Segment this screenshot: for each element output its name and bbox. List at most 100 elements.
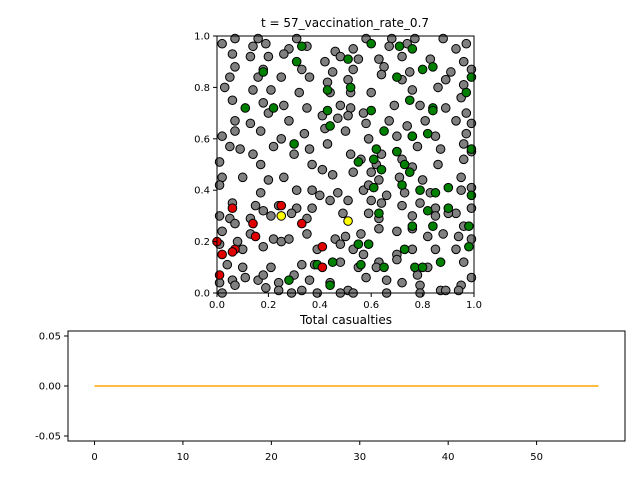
scatter-point-gray [389,100,400,111]
scatter-point-gray [461,128,472,139]
x-tick-label: 20 [265,452,278,463]
scatter-point-green [379,262,389,273]
scatter-point-green [464,241,474,252]
scatter-point-gray [456,185,466,195]
scatter-point-gray [299,128,310,139]
scatter-point-gray [304,144,315,154]
scatter-point-gray [307,185,317,195]
scatter-point-gray [240,272,251,283]
x-tick-label: 0.6 [363,300,379,311]
scatter-point-green [417,64,428,75]
scatter-point-gray [250,200,261,211]
scatter-point-gray [284,234,294,244]
scatter-point-gray [261,283,271,293]
y-tick-label: 0.05 [39,332,61,343]
scatter-point-gray [451,244,461,255]
scatter-point-green [366,38,377,49]
scatter-point-gray [235,144,245,154]
scatter-point-gray [217,38,227,49]
scatter-point-gray [446,67,456,77]
scatter-point-gray [415,198,425,208]
scatter-point-gray [266,211,276,221]
scatter-point-gray [217,131,227,142]
scatter-point-gray [343,195,353,206]
y-tick-label: -0.05 [35,432,61,443]
scatter-point-green [356,259,366,270]
scatter-point-gray [258,241,269,252]
scatter-point-gray [332,113,343,124]
scatter-axes-frame [216,35,475,294]
scatter-point-gray [407,85,418,95]
scatter-point-gray [315,190,325,201]
scatter-point-gray [438,229,448,239]
scatter-point-gray [366,167,377,178]
scatter-point-green [379,126,389,136]
scatter-point-gray [263,175,274,185]
scatter-point-gray [456,172,466,183]
scatter-point-gray [225,141,235,152]
scatter-point-green [353,157,364,167]
scatter-point-gray [363,134,374,144]
scatter-chart: t = 57_vaccination_rate_0.7 0.0 0.2 0.4 0.6… [194,16,482,311]
scatter-point-green [394,41,405,52]
x-tick-label: 30 [353,452,366,463]
scatter-point-gray [340,231,351,242]
casualties-y-ticks: -0.05 0.00 0.05 [35,332,68,443]
scatter-point-gray [392,226,402,237]
scatter-point-gray [286,208,297,219]
scatter-point-green [322,105,333,116]
scatter-point-gray [335,100,346,111]
y-tick-label: 0.0 [194,289,210,300]
scatter-point-gray [327,169,338,180]
scatter-point-green [374,208,384,219]
scatter-point-gray [356,229,366,239]
scatter-point-gray [376,198,387,208]
scatter-point-gray [320,56,330,67]
scatter-point-green [435,257,446,267]
scatter-point-gray [297,259,307,270]
scatter-point-green [404,95,415,106]
scatter-point-gray [255,126,266,136]
scatter-point-gray [422,231,433,242]
scatter-point-gray [284,116,294,126]
scatter-point-green [392,72,402,82]
scatter-point-green [284,275,294,285]
scatter-point-green [268,103,279,113]
scatter-point-gray [361,118,371,129]
scatter-point-gray [345,149,356,160]
scatter-point-gray [322,139,333,149]
scatter-point-gray [397,200,407,211]
scatter-point-green [325,121,335,131]
scatter-point-red [248,218,258,229]
scatter-point-gray [451,116,461,126]
scatter-point-gray [302,103,312,113]
scatter-point-gray [335,239,346,249]
scatter-point-green [430,187,441,198]
scatter-point-green [240,103,251,113]
scatter-point-gray [294,87,305,98]
scatter-point-gray [291,185,302,195]
scatter-point-gray [266,262,276,273]
y-tick-label: 0.6 [194,134,210,145]
casualties-title: Total casualties [299,313,392,327]
scatter-point-gray [430,211,441,221]
scatter-point-gray [332,187,343,198]
scatter-x-ticks: 0.0 0.2 0.4 0.6 0.8 1.0 [209,293,482,311]
scatter-point-green [343,54,353,64]
x-tick-label: 0.4 [312,300,328,311]
scatter-point-gray [433,82,443,93]
scatter-point-gray [420,116,430,126]
scatter-point-gray [268,141,279,152]
scatter-point-green [325,280,335,291]
scatter-point-gray [258,270,269,280]
scatter-point-red [276,200,287,211]
scatter-point-red [297,218,307,229]
scatter-point-red [227,247,238,257]
x-tick-label: 0.8 [415,300,431,311]
casualties-x-ticks: 0 10 20 30 40 50 [91,441,543,463]
scatter-point-gray [381,275,392,285]
scatter-point-gray [327,67,338,77]
scatter-point-gray [219,82,230,93]
scatter-point-gray [361,272,371,283]
scatter-point-gray [255,159,266,170]
